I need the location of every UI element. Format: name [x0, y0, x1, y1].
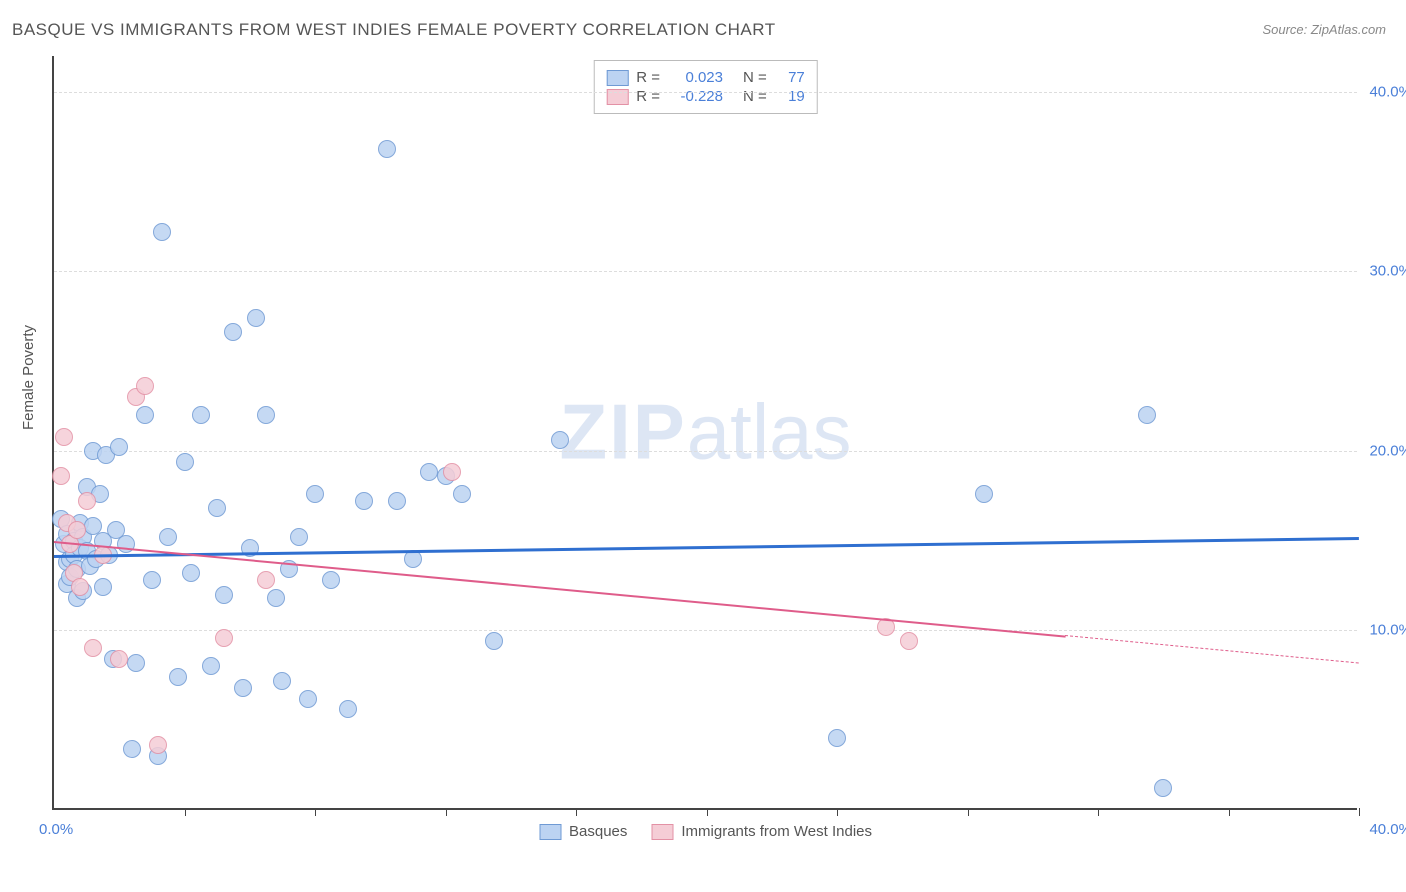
data-point	[273, 672, 291, 690]
x-axis-min-label: 0.0%	[39, 821, 73, 838]
data-point	[299, 690, 317, 708]
data-point	[900, 632, 918, 650]
data-point	[420, 463, 438, 481]
legend-series-name: Basques	[569, 823, 627, 840]
series-legend: Basques Immigrants from West Indies	[539, 823, 872, 840]
watermark: ZIPatlas	[559, 387, 851, 478]
data-point	[153, 223, 171, 241]
correlation-legend: R = 0.023 N = 77 R = -0.228 N = 19	[593, 60, 818, 114]
x-tick	[837, 808, 838, 816]
gridline	[54, 451, 1357, 452]
x-tick	[707, 808, 708, 816]
y-tick-label: 10.0%	[1369, 622, 1406, 639]
data-point	[84, 639, 102, 657]
data-point	[110, 438, 128, 456]
legend-n-value: 19	[775, 88, 805, 105]
data-point	[322, 571, 340, 589]
data-point	[290, 528, 308, 546]
x-tick	[1229, 808, 1230, 816]
data-point	[117, 535, 135, 553]
gridline	[54, 271, 1357, 272]
data-point	[127, 654, 145, 672]
x-tick	[185, 808, 186, 816]
x-tick	[1098, 808, 1099, 816]
data-point	[257, 406, 275, 424]
data-point	[202, 657, 220, 675]
data-point	[453, 485, 471, 503]
data-point	[52, 467, 70, 485]
legend-n-value: 77	[775, 69, 805, 86]
data-point	[339, 700, 357, 718]
plot-area: ZIPatlas R =0.023N =77R =-0.228N =19 Bas…	[52, 56, 1357, 810]
data-point	[143, 571, 161, 589]
legend-r-label: R =	[636, 88, 660, 105]
data-point	[224, 323, 242, 341]
trend-line	[54, 541, 1066, 638]
legend-r-value: -0.228	[668, 88, 723, 105]
y-tick-label: 20.0%	[1369, 442, 1406, 459]
legend-item: Immigrants from West Indies	[651, 823, 872, 840]
data-point	[182, 564, 200, 582]
source-label: Source: ZipAtlas.com	[1262, 22, 1386, 37]
data-point	[215, 586, 233, 604]
gridline	[54, 630, 1357, 631]
data-point	[136, 377, 154, 395]
data-point	[94, 578, 112, 596]
x-tick	[1359, 808, 1360, 816]
data-point	[257, 571, 275, 589]
data-point	[485, 632, 503, 650]
legend-item: Basques	[539, 823, 627, 840]
data-point	[378, 140, 396, 158]
x-tick	[968, 808, 969, 816]
legend-r-label: R =	[636, 69, 660, 86]
legend-swatch	[606, 70, 628, 86]
data-point	[159, 528, 177, 546]
data-point	[78, 492, 96, 510]
data-point	[247, 309, 265, 327]
data-point	[1138, 406, 1156, 424]
data-point	[234, 679, 252, 697]
x-tick	[315, 808, 316, 816]
x-tick	[446, 808, 447, 816]
data-point	[215, 629, 233, 647]
data-point	[975, 485, 993, 503]
data-point	[388, 492, 406, 510]
data-point	[176, 453, 194, 471]
legend-row: R = -0.228 N = 19	[606, 88, 805, 105]
legend-row: R = 0.023 N = 77	[606, 69, 805, 86]
data-point	[192, 406, 210, 424]
y-tick-label: 40.0%	[1369, 83, 1406, 100]
data-point	[68, 521, 86, 539]
legend-n-label: N =	[743, 88, 767, 105]
legend-swatch	[539, 824, 561, 840]
legend-series-name: Immigrants from West Indies	[681, 823, 872, 840]
data-point	[551, 431, 569, 449]
data-point	[71, 578, 89, 596]
gridline	[54, 92, 1357, 93]
data-point	[443, 463, 461, 481]
data-point	[169, 668, 187, 686]
trend-line	[1065, 635, 1359, 663]
chart-title: BASQUE VS IMMIGRANTS FROM WEST INDIES FE…	[12, 20, 776, 40]
legend-swatch	[651, 824, 673, 840]
legend-r-value: 0.023	[668, 69, 723, 86]
legend-swatch	[606, 89, 628, 105]
x-tick	[576, 808, 577, 816]
y-axis-label: Female Poverty	[20, 325, 37, 430]
data-point	[267, 589, 285, 607]
data-point	[355, 492, 373, 510]
data-point	[306, 485, 324, 503]
y-tick-label: 30.0%	[1369, 263, 1406, 280]
data-point	[55, 428, 73, 446]
legend-n-label: N =	[743, 69, 767, 86]
data-point	[110, 650, 128, 668]
data-point	[123, 740, 141, 758]
x-axis-max-label: 40.0%	[1369, 821, 1406, 838]
data-point	[149, 736, 167, 754]
data-point	[136, 406, 154, 424]
data-point	[828, 729, 846, 747]
data-point	[208, 499, 226, 517]
data-point	[1154, 779, 1172, 797]
